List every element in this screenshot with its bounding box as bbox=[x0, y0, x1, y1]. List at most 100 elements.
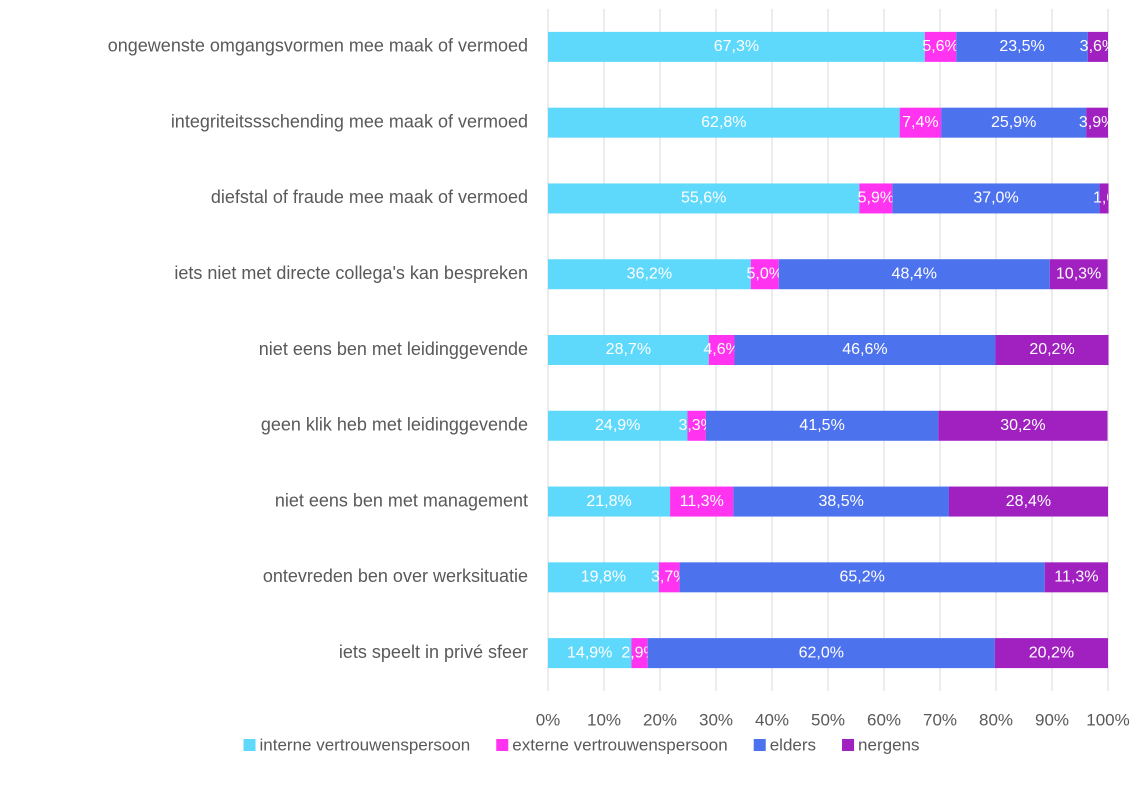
bar-segment bbox=[548, 638, 632, 669]
bar-segment bbox=[670, 486, 734, 517]
category-label: iets niet met directe collega's kan besp… bbox=[174, 263, 528, 283]
bar-segment bbox=[733, 486, 949, 517]
bar-segment bbox=[548, 410, 688, 441]
bar-segment bbox=[899, 107, 942, 138]
bar-segment bbox=[679, 562, 1045, 593]
value-label: 23,5% bbox=[999, 38, 1044, 55]
value-label: 38,5% bbox=[818, 493, 863, 510]
value-label: 36,2% bbox=[627, 265, 672, 282]
legend-label: interne vertrouwenspersoon bbox=[260, 735, 471, 754]
x-tick-label: 70% bbox=[923, 710, 957, 729]
legend-item: externe vertrouwenspersoon bbox=[496, 735, 728, 754]
x-tick-label: 100% bbox=[1086, 710, 1129, 729]
value-label: 3,6% bbox=[1080, 38, 1116, 55]
value-label: 28,4% bbox=[1006, 493, 1051, 510]
bar-segment bbox=[734, 335, 996, 365]
value-label: 30,2% bbox=[1000, 417, 1045, 434]
bar-segment bbox=[548, 562, 659, 593]
legend-label: elders bbox=[770, 735, 816, 754]
x-tick-label: 10% bbox=[587, 710, 621, 729]
bar-segment bbox=[708, 335, 735, 365]
value-label: 11,3% bbox=[680, 493, 724, 510]
value-label: 4,6% bbox=[703, 341, 739, 358]
category-label: niet eens ben met management bbox=[275, 490, 528, 510]
bar-segment bbox=[994, 638, 1108, 669]
bar-segment bbox=[892, 183, 1100, 214]
value-label: 3,3% bbox=[678, 417, 714, 434]
category-label: integriteitssschending mee maak of vermo… bbox=[171, 111, 528, 131]
bar-segment bbox=[705, 410, 939, 441]
legend-swatch bbox=[243, 739, 256, 751]
category-label: ontevreden ben over werksituatie bbox=[263, 566, 528, 586]
bar-segment bbox=[995, 335, 1109, 365]
value-label: 1,6 bbox=[1093, 190, 1115, 207]
bar-segment bbox=[548, 486, 671, 517]
bar-segment bbox=[1086, 107, 1108, 138]
x-tick-label: 0% bbox=[536, 710, 561, 729]
value-label: 21,8% bbox=[586, 493, 631, 510]
bar-segment bbox=[687, 410, 706, 441]
value-label: 3,9% bbox=[1079, 114, 1115, 131]
x-tick-label: 50% bbox=[811, 710, 845, 729]
bar-segment bbox=[1044, 562, 1108, 593]
bar-segment bbox=[1099, 183, 1109, 214]
x-tick-label: 30% bbox=[699, 710, 733, 729]
legend-label: nergens bbox=[858, 735, 919, 754]
value-label: 25,9% bbox=[991, 114, 1036, 131]
bar-segment bbox=[941, 107, 1087, 138]
value-label: 67,3% bbox=[714, 38, 759, 55]
value-label: 24,9% bbox=[595, 417, 640, 434]
value-label: 11,3% bbox=[1054, 569, 1098, 586]
bar-segment bbox=[548, 259, 751, 290]
legend-item: interne vertrouwenspersoon bbox=[243, 735, 471, 754]
value-label: 48,4% bbox=[892, 265, 937, 282]
value-label: 5,9% bbox=[858, 190, 894, 207]
value-label: 20,2% bbox=[1029, 644, 1074, 661]
bar-segment bbox=[658, 562, 680, 593]
value-label: 5,0% bbox=[746, 265, 782, 282]
category-label: diefstal of fraude mee maak of vermoed bbox=[211, 187, 528, 207]
category-label: ongewenste omgangsvormen mee maak of ver… bbox=[108, 36, 528, 56]
value-label: 14,9% bbox=[567, 644, 612, 661]
value-label: 28,7% bbox=[606, 341, 651, 358]
value-label: 19,8% bbox=[581, 569, 626, 586]
bar-segment bbox=[548, 335, 709, 365]
bar-segment bbox=[548, 31, 925, 62]
bar-segment bbox=[548, 183, 860, 214]
value-label: 7,4% bbox=[902, 114, 938, 131]
x-tick-label: 20% bbox=[643, 710, 677, 729]
category-label: iets speelt in privé sfeer bbox=[339, 642, 528, 662]
value-label: 5,6% bbox=[922, 38, 958, 55]
bar-segment bbox=[859, 183, 893, 214]
bar-segment bbox=[1087, 31, 1108, 62]
bar-segment bbox=[948, 486, 1108, 517]
bar-segment bbox=[548, 107, 900, 138]
x-tick-label: 60% bbox=[867, 710, 901, 729]
category-label: niet eens ben met leidinggevende bbox=[259, 339, 528, 359]
legend-item: elders bbox=[753, 735, 816, 754]
value-label: 46,6% bbox=[842, 341, 887, 358]
category-label: geen klik heb met leidinggevende bbox=[261, 415, 528, 435]
bar-segment bbox=[778, 259, 1050, 290]
legend-label: externe vertrouwenspersoon bbox=[512, 735, 727, 754]
value-label: 3,7% bbox=[651, 569, 687, 586]
value-label: 55,6% bbox=[681, 190, 726, 207]
value-label: 65,2% bbox=[839, 569, 884, 586]
bar-segment bbox=[631, 638, 648, 669]
legend-swatch bbox=[842, 739, 855, 751]
value-label: 41,5% bbox=[799, 417, 844, 434]
value-label: 62,8% bbox=[701, 114, 746, 131]
x-tick-label: 80% bbox=[979, 710, 1013, 729]
legend-item: nergens bbox=[842, 735, 919, 754]
value-label: 20,2% bbox=[1029, 341, 1074, 358]
legend-swatch bbox=[753, 739, 766, 751]
x-tick-label: 90% bbox=[1035, 710, 1069, 729]
value-label: 37,0% bbox=[973, 190, 1018, 207]
legend-swatch bbox=[496, 739, 509, 751]
bar-segment bbox=[924, 31, 957, 62]
bar-segment bbox=[938, 410, 1108, 441]
x-tick-label: 40% bbox=[755, 710, 789, 729]
value-label: 10,3% bbox=[1056, 265, 1101, 282]
value-label: 62,0% bbox=[799, 644, 844, 661]
